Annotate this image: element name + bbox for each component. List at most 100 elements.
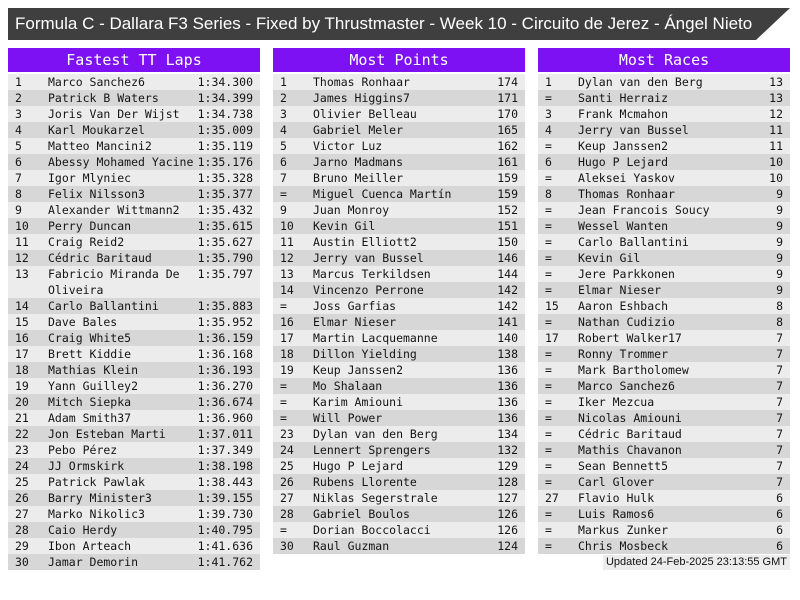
rank-cell: 24 <box>15 459 29 473</box>
rank-cell: = <box>545 251 552 265</box>
driver-name: Hugo P Lejard <box>578 155 669 169</box>
rank-cell: 12 <box>280 251 294 265</box>
board-title-most-races: Most Races <box>538 48 790 72</box>
value-cell: 9 <box>776 187 783 201</box>
table-row: 6 Hugo P Lejard 10 <box>538 154 790 170</box>
board-title-most-points: Most Points <box>273 48 525 72</box>
rank-cell: 4 <box>545 123 552 137</box>
driver-name: Olivier Belleau <box>313 107 417 121</box>
table-row: = Aleksei Yaskov 10 <box>538 170 790 186</box>
driver-name: Jean Francois Soucy <box>578 203 710 217</box>
rank-cell: = <box>545 267 552 281</box>
rank-cell: 13 <box>280 267 294 281</box>
table-row: = Will Power 136 <box>273 410 525 426</box>
rank-cell: 14 <box>15 299 29 313</box>
table-row: = Marco Sanchez6 7 <box>538 378 790 394</box>
driver-name: Jere Parkkonen <box>578 267 675 281</box>
value-cell: 127 <box>497 491 518 505</box>
rank-cell: 25 <box>15 475 29 489</box>
table-row: = Luis Ramos6 6 <box>538 506 790 522</box>
rank-cell: = <box>545 427 552 441</box>
rank-cell: 17 <box>15 347 29 361</box>
value-cell: 6 <box>776 491 783 505</box>
driver-name: Mathis Chavanon <box>578 443 682 457</box>
driver-name: Miguel Cuenca Martín <box>313 187 452 201</box>
driver-name: Will Power <box>313 411 383 425</box>
driver-name: Cédric Baritaud <box>48 251 152 265</box>
value-cell: 128 <box>497 475 518 489</box>
driver-name: Frank Mcmahon <box>578 107 669 121</box>
driver-name: Dillon Yielding <box>313 347 417 361</box>
rank-cell: 30 <box>280 539 294 553</box>
driver-name: Marco Sanchez6 <box>578 379 675 393</box>
table-row: 8 Thomas Ronhaar 9 <box>538 186 790 202</box>
value-cell: 1:35.432 <box>197 203 253 217</box>
table-row: 3 Joris Van Der Wijst 1:34.738 <box>8 106 260 122</box>
board-rows-most-points: 1 Thomas Ronhaar 174 2 James Higgins7 171 3 Oli… <box>273 74 525 554</box>
rank-cell: = <box>280 187 287 201</box>
driver-name: Dylan van den Berg <box>313 427 438 441</box>
table-row: 1 Dylan van den Berg 13 <box>538 74 790 90</box>
value-cell: 1:37.349 <box>197 443 253 457</box>
rank-cell: 24 <box>280 443 294 457</box>
driver-name: Caio Herdy <box>48 523 118 537</box>
rank-cell: 1 <box>280 75 287 89</box>
table-row: 20 Mitch Siepka 1:36.674 <box>8 394 260 410</box>
driver-name: Hugo P Lejard <box>313 459 404 473</box>
table-row: 11 Craig Reid2 1:35.627 <box>8 234 260 250</box>
driver-name: Cédric Baritaud <box>578 427 682 441</box>
driver-name: Jerry van Bussel <box>313 251 424 265</box>
rank-cell: 27 <box>15 507 29 521</box>
table-row: 10 Kevin Gil 151 <box>273 218 525 234</box>
value-cell: 1:36.168 <box>197 347 253 361</box>
table-row: = Nicolas Amiouni 7 <box>538 410 790 426</box>
driver-name: Aleksei Yaskov <box>578 171 675 185</box>
table-row: = Chris Mosbeck 6 <box>538 538 790 554</box>
rank-cell: 6 <box>280 155 287 169</box>
table-row: 1 Marco Sanchez6 1:34.300 <box>8 74 260 90</box>
value-cell: 136 <box>497 379 518 393</box>
value-cell: 136 <box>497 363 518 377</box>
driver-name: Craig White5 <box>48 331 132 345</box>
value-cell: 13 <box>769 75 783 89</box>
table-row: 18 Mathias Klein 1:36.193 <box>8 362 260 378</box>
table-row: 8 Felix Nilsson3 1:35.377 <box>8 186 260 202</box>
driver-name: Jon Esteban Marti <box>48 427 166 441</box>
rank-cell: = <box>545 539 552 553</box>
value-cell: 7 <box>776 475 783 489</box>
driver-name: Aaron Eshbach <box>578 299 669 313</box>
value-cell: 1:39.730 <box>197 507 253 521</box>
rank-cell: = <box>545 459 552 473</box>
driver-name: Nathan Cudizio <box>578 315 675 329</box>
rank-cell: = <box>545 347 552 361</box>
driver-name: Brett Kiddie <box>48 347 132 361</box>
driver-name: JJ Ormskirk <box>48 459 125 473</box>
value-cell: 162 <box>497 139 518 153</box>
table-row: = Mark Bartholomew 7 <box>538 362 790 378</box>
table-row: 22 Jon Esteban Marti 1:37.011 <box>8 426 260 442</box>
value-cell: 9 <box>776 235 783 249</box>
table-row: 14 Carlo Ballantini 1:35.883 <box>8 298 260 314</box>
rank-cell: 19 <box>15 379 29 393</box>
driver-name: Rubens Llorente <box>313 475 417 489</box>
table-row: 25 Patrick Pawlak 1:38.443 <box>8 474 260 490</box>
rank-cell: 29 <box>15 539 29 553</box>
value-cell: 136 <box>497 395 518 409</box>
value-cell: 8 <box>776 299 783 313</box>
value-cell: 6 <box>776 507 783 521</box>
rank-cell: 9 <box>280 203 287 217</box>
value-cell: 1:36.960 <box>197 411 253 425</box>
table-row: 18 Dillon Yielding 138 <box>273 346 525 362</box>
driver-name: James Higgins7 <box>313 91 410 105</box>
driver-name: Dorian Boccolacci <box>313 523 431 537</box>
driver-name: Gabriel Boulos <box>313 507 410 521</box>
driver-name: Marco Sanchez6 <box>48 75 145 89</box>
board-title-fastest-tt-laps: Fastest TT Laps <box>8 48 260 72</box>
driver-name: Keup Janssen2 <box>313 363 404 377</box>
value-cell: 1:35.627 <box>197 235 253 249</box>
driver-name: Carlo Ballantini <box>578 235 689 249</box>
value-cell: 7 <box>776 331 783 345</box>
rank-cell: 27 <box>280 491 294 505</box>
rank-cell: 16 <box>280 315 294 329</box>
table-row: 4 Karl Moukarzel 1:35.009 <box>8 122 260 138</box>
